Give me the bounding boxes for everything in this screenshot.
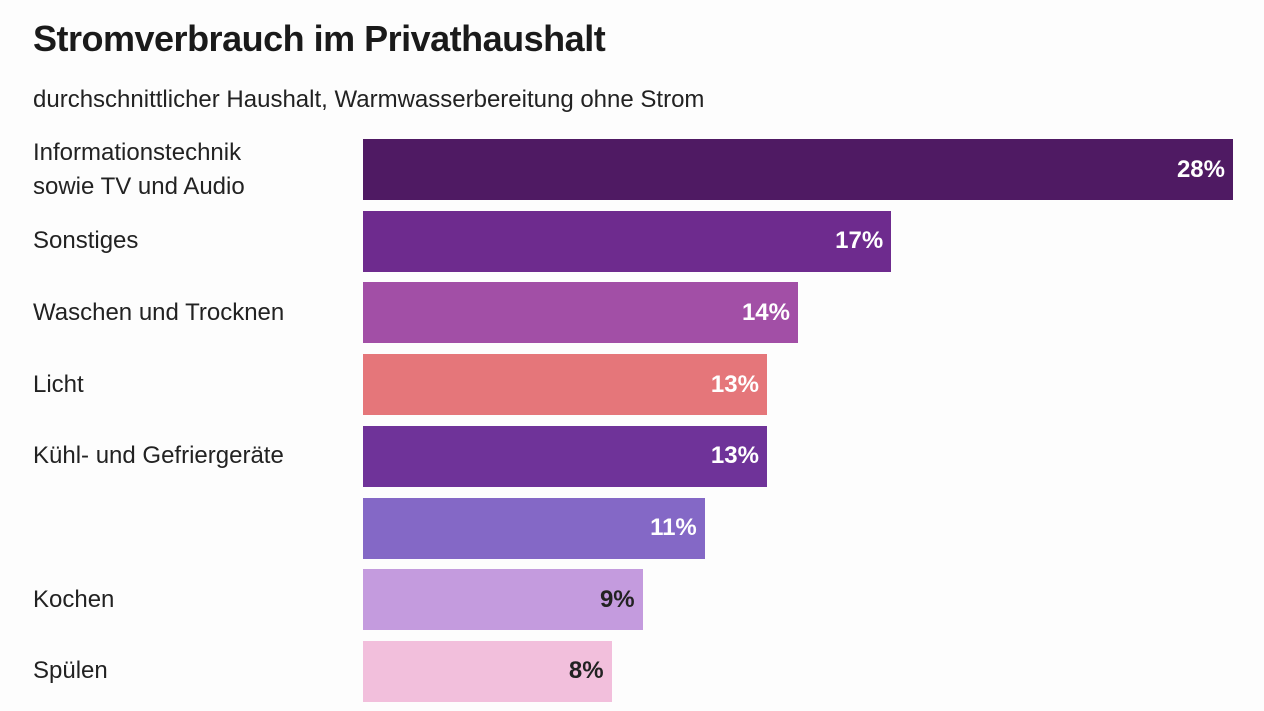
chart-title: Stromverbrauch im Privathaushalt <box>33 18 606 59</box>
bar <box>363 497 705 559</box>
value-label: 13% <box>710 442 759 470</box>
bar <box>363 354 767 416</box>
category-label: Informationstechnik sowie TV und Audio <box>33 138 245 200</box>
value-label: 11% <box>650 514 697 541</box>
bar <box>363 569 643 631</box>
bar <box>363 139 1233 200</box>
category-label: Kühl- und Gefriergeräte <box>33 442 284 470</box>
category-label: Sonstiges <box>33 227 139 255</box>
chart-subtitle: durchschnittlicher Haushalt, Warmwasserb… <box>33 86 705 113</box>
bar <box>363 282 798 344</box>
value-label: 9% <box>599 585 635 613</box>
category-label: Spülen <box>33 657 108 685</box>
bar <box>363 640 612 702</box>
category-label: Waschen und Trocknen <box>33 298 285 326</box>
value-label: 17% <box>835 227 884 255</box>
category-label: Licht <box>33 370 84 398</box>
bar <box>363 425 767 487</box>
value-label: 28% <box>1176 155 1225 183</box>
value-label: 8% <box>568 657 604 685</box>
value-label: 13% <box>710 370 759 398</box>
category-label: Kochen <box>33 585 115 613</box>
bar <box>363 210 892 272</box>
value-label: 14% <box>741 298 790 326</box>
